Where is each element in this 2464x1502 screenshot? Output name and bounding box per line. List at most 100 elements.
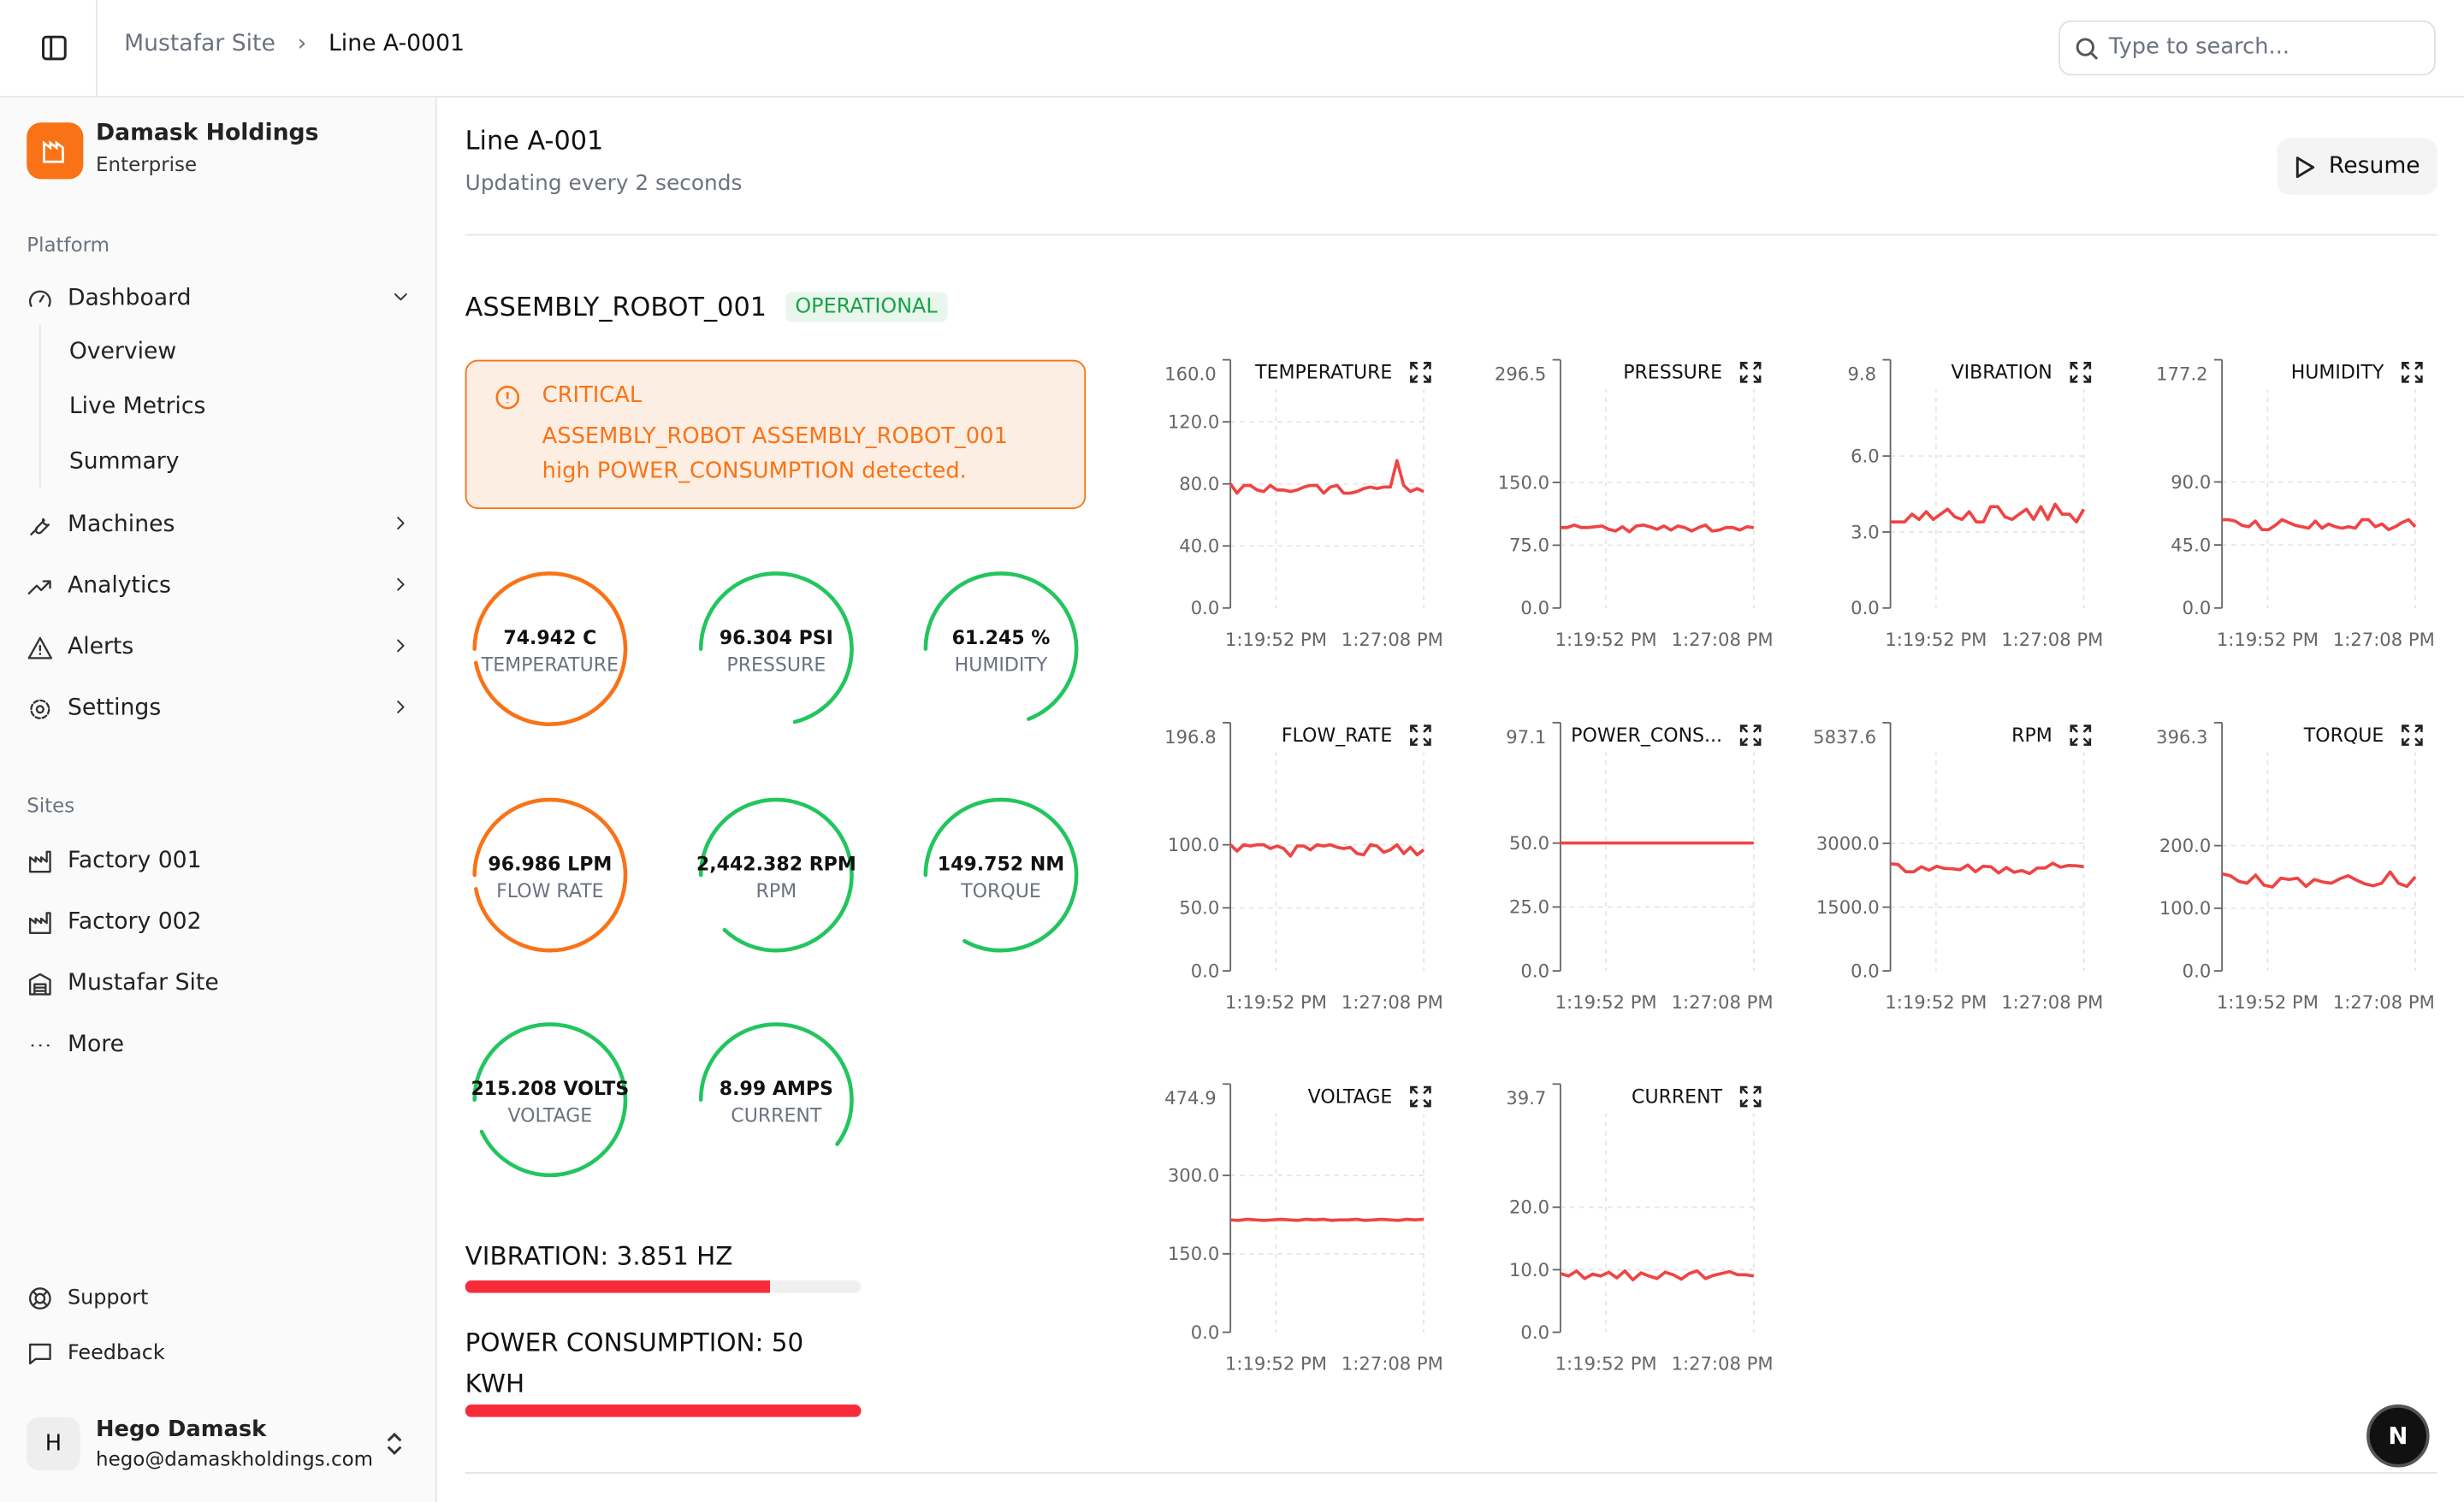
sidebar-item-label: Machines [67,512,175,538]
expand-icon[interactable] [1410,1085,1431,1108]
y-tick-label: 0.0 [1520,597,1549,618]
chart-temperature: 120.0 80.0 40.0 0.0 160.0 1:19:52 PM 1:27:08 P… [1164,358,1443,650]
chart-torque: 200.0 100.0 0.0 396.3 1:19:52 PM 1:27:08 PM TO… [2156,721,2435,1013]
sidebar: Damask Holdings Enterprise Platform Dash… [0,97,437,1502]
y-tick-label: 6.0 [1851,445,1880,466]
sidebar-subitem-live-metrics[interactable]: Live Metrics [68,394,206,420]
alert-message: ASSEMBLY_ROBOT ASSEMBLY_ROBOT_001 high P… [542,423,1008,484]
y-max-label: 396.3 [2156,726,2207,748]
chart-flow-rate: 100.0 50.0 0.0 196.8 1:19:52 PM 1:27:08 PM FLO… [1164,721,1443,1013]
alert-triangle-icon [27,636,53,659]
vibration-bar-label: VIBRATION: 3.851 HZ [465,1241,733,1271]
y-tick-label: 3.0 [1851,521,1880,542]
y-max-label: 5837.6 [1813,726,1876,748]
gauge-label: TEMPERATURE [481,653,619,676]
series-line [1560,523,1754,534]
expand-icon-path [2070,361,2092,383]
gauge-ring [472,571,628,727]
breadcrumb-site-link[interactable]: Mustafar Site [124,31,275,57]
y-tick-label: 120.0 [1168,411,1219,433]
expand-icon-path [1739,1085,1762,1108]
y-tick-label: 200.0 [2159,835,2211,856]
expand-icon[interactable] [1739,724,1762,746]
expand-icon[interactable] [1739,361,1762,383]
chart-title: PRESSURE [1623,363,1722,384]
sidebar-item-analytics[interactable]: Analytics [27,563,412,610]
x-tick-label: 1:27:08 PM [1342,1353,1443,1375]
chevron-right-icon [397,639,405,653]
expand-icon[interactable] [2402,724,2423,746]
page-title: Line A-001 [465,125,604,156]
feedback-link[interactable]: Feedback [27,1329,412,1376]
sidebar-item-dashboard[interactable]: Dashboard [27,275,412,322]
breadcrumb-current: Line A-0001 [328,31,465,57]
sidebar-site-mustafar[interactable]: Mustafar Site [27,960,412,1007]
gauge-arc [698,1022,854,1178]
user-menu[interactable]: H Hego Damask hego@damaskholdings.com [27,1404,419,1483]
sidebar-item-label: Settings [67,695,162,722]
breadcrumb-separator-icon: › [297,31,307,57]
gauge-temperature: 74.942 C TEMPERATURE [468,567,631,730]
y-tick-label: 50.0 [1509,832,1549,854]
sites-section-label: Sites [27,793,75,818]
sidebar-item-machines[interactable]: Machines [27,501,412,548]
chart-voltage: 300.0 150.0 0.0 474.9 1:19:52 PM 1:27:08 PM VO… [1164,1082,1443,1375]
gauge-label: CURRENT [731,1104,822,1126]
factory-icon [28,849,51,872]
chart-title-bg [1567,721,1757,753]
expand-icon-path [2070,724,2092,746]
gauge-ring [923,797,1079,953]
sidebar-site-label: More [67,1032,125,1058]
x-tick-label: 1:27:08 PM [1672,991,1774,1013]
gauge-arc [923,797,1079,953]
x-tick-label: 1:19:52 PM [1225,1353,1327,1375]
support-link[interactable]: Support [27,1274,412,1322]
y-tick-label: 100.0 [1168,834,1219,855]
sidebar-subitem-overview[interactable]: Overview [68,339,177,365]
sidebar-item-alerts[interactable]: Alerts [27,624,412,671]
x-tick-label: 1:19:52 PM [2217,629,2319,650]
expand-icon[interactable] [1739,1085,1762,1108]
series-line [2222,517,2417,531]
sidebar-site-more[interactable]: More [27,1021,412,1068]
sidebar-toggle-button[interactable] [0,0,98,98]
expand-icon[interactable] [2402,361,2423,383]
gauge-rpm: 2,442.382 RPM RPM [695,794,858,957]
submenu-line [38,325,41,488]
play-icon [2295,156,2314,178]
resume-button[interactable]: Resume [2277,138,2437,195]
x-tick-label: 1:27:08 PM [2001,629,2103,650]
sidebar-site-factory-002[interactable]: Factory 002 [27,899,412,946]
sidebar-subitem-summary[interactable]: Summary [68,449,180,475]
y-tick-label: 0.0 [2183,960,2212,981]
y-tick-label: 100.0 [2159,897,2211,919]
resume-label: Resume [2328,153,2420,180]
expand-icon[interactable] [1410,361,1431,383]
sidebar-site-factory-001[interactable]: Factory 001 [27,837,412,884]
chart-title: VIBRATION [1952,363,2052,384]
divider [465,234,2437,236]
x-tick-label: 1:27:08 PM [1342,991,1443,1013]
chevron-right-icon [397,517,405,530]
search-input[interactable]: Type to search... [2058,20,2436,76]
chart-humidity: 90.0 45.0 0.0 177.2 1:19:52 PM 1:27:08 PM HUMI… [2156,358,2435,650]
expand-icon[interactable] [1410,724,1431,746]
y-tick-label: 150.0 [1498,471,1549,493]
expand-icon[interactable] [2070,361,2092,383]
expand-icon[interactable] [2070,724,2092,746]
x-tick-label: 1:27:08 PM [1672,1353,1774,1375]
gauge-value: 74.942 C [503,626,597,649]
y-tick-label: 0.0 [1520,1322,1549,1343]
sidebar-item-settings[interactable]: Settings [27,685,412,732]
org-logo [27,122,84,180]
chart-title: FLOW_RATE [1282,725,1392,747]
y-tick-label: 0.0 [2183,597,2212,618]
series-line [1890,502,2086,523]
chart-title-bg [1896,721,2088,753]
sidebar-item-label: Dashboard [67,286,192,311]
gauge-label: FLOW RATE [496,879,604,902]
more-horizontal-icon [31,1044,50,1046]
sidebar-item-label: Analytics [67,573,171,599]
chart-title-bg [1236,358,1427,390]
floating-action-button[interactable]: N [2366,1404,2430,1468]
